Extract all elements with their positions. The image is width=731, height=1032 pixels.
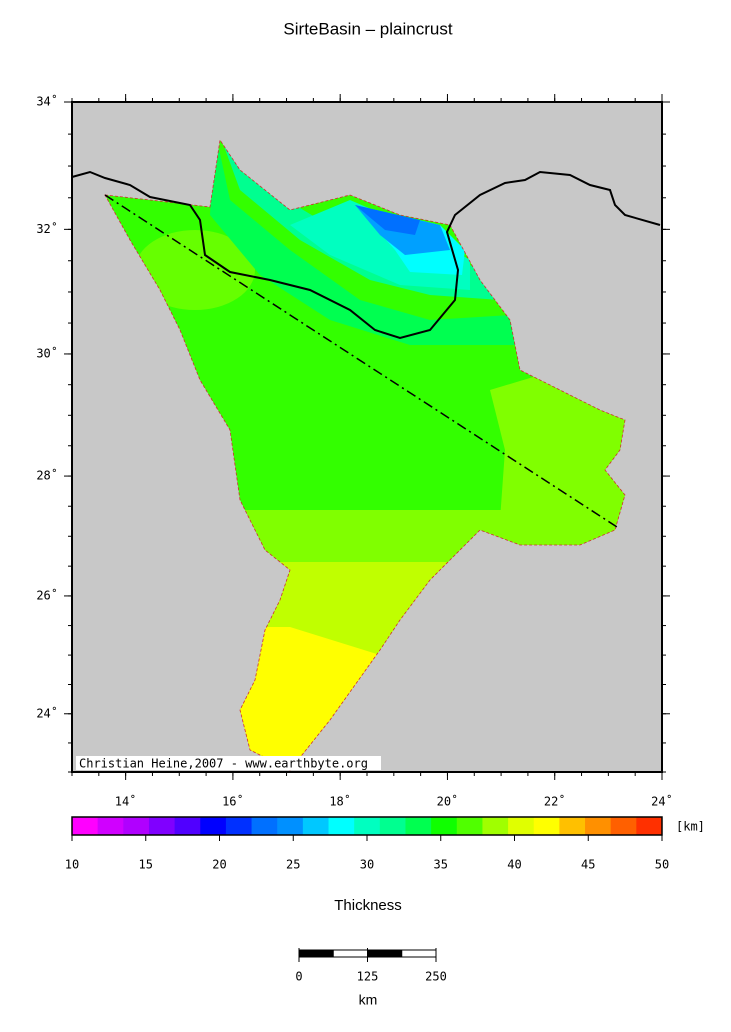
x-tick-label: 24˚ [651,794,673,809]
scalebar-segment [367,949,403,958]
x-tick-label: 16˚ [222,794,244,809]
scalebar-label: 125 [357,970,379,984]
colorbar-tick-label: 10 [65,858,79,872]
colorbar-segment [482,817,509,835]
colorbar-tick-label: 15 [139,858,153,872]
y-tick-label: 26˚ [36,587,58,602]
scalebar-segment [401,949,437,958]
y-tick-label: 30˚ [36,345,58,360]
x-tick-label: 18˚ [329,794,351,809]
y-tick-label: 24˚ [36,705,58,720]
colorbar-segment [328,817,355,835]
profile-line [104,194,618,528]
colorbar-segment [251,817,278,835]
colorbar-tick-label: 20 [212,858,226,872]
colorbar-segment [585,817,612,835]
colorbar-segment [174,817,201,835]
colorbar-segment [405,817,432,835]
colorbar-segment [123,817,150,835]
generated: 14˚ 16˚ 18˚ 20˚ 22˚ 24˚ 24˚ 26˚ 28˚ 30˚ 32˚ 34˚ 10 15… [36,94,705,1008]
colorbar-segment [431,817,458,835]
colorbar-tick-label: 30 [360,858,374,872]
x-tick-label: 14˚ [115,794,137,809]
colorbar-tick-label: 50 [655,858,669,872]
scalebar-unit: km [359,992,378,1008]
credit: Christian Heine,2007 - www.earthbyte.org [79,757,368,771]
colorbar-segment [559,817,586,835]
colorbar-segment [277,817,304,835]
scalebar-label: 250 [425,970,447,984]
colorbar-unit: [km] [676,820,705,834]
x-tick-label: 20˚ [437,794,459,809]
credit-box [76,756,381,770]
title: SirteBasin – plaincrust [283,19,452,38]
colorbar-segment [302,817,330,835]
scalebar-segment [298,949,334,958]
colorbar-segment [379,817,406,835]
scalebar-label: 0 [295,970,302,984]
colorbar-segment [636,817,663,835]
colorbar-segment [456,817,483,835]
colorbar-segment [148,817,176,835]
x-tick-label: 22˚ [544,794,566,809]
coastline [71,170,661,340]
scalebar-segment [332,949,368,958]
y-tick-label: 28˚ [36,468,58,483]
colorbar-tick-label: 35 [434,858,448,872]
colorbar-segment [354,817,381,835]
colorbar-tick-label: 45 [581,858,595,872]
colorbar-segment [610,817,637,835]
colorbar-tick-label: 25 [286,858,300,872]
basin-outline [104,138,626,771]
colorbar-segment [97,817,124,835]
colorbar-tick-label: 40 [507,858,521,872]
colorbar-segment [225,817,253,835]
colorbar-segment [200,817,227,835]
colorbar-segment [508,817,535,835]
colorbar-label: Thickness [334,897,402,914]
colorbar-segment [533,817,560,835]
y-tick-label: 32˚ [36,221,58,236]
y-tick-label: 34˚ [36,94,58,109]
colorbar-segment [72,817,99,835]
